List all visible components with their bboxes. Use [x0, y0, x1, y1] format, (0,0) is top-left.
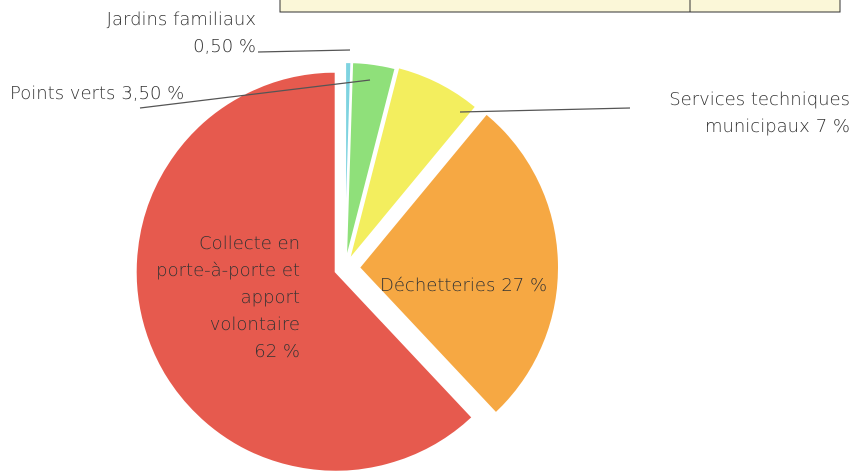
category-label: Déchetteries — [380, 275, 496, 296]
table-fragment — [279, 0, 841, 13]
value-label: 7 % — [815, 116, 850, 137]
wedge — [344, 61, 397, 263]
value-label: 0,50 % — [193, 36, 256, 57]
leader-line — [257, 49, 351, 53]
label: Déchetteries 27 % — [380, 272, 547, 299]
value-label: 3,50 % — [121, 83, 185, 104]
value-label: 27 % — [501, 275, 548, 296]
label: Points verts 3,50 % — [10, 80, 184, 107]
category-label: Jardins familiaux — [106, 9, 256, 30]
leader-line — [139, 79, 371, 109]
label: Jardins familiaux 0,50 % — [107, 6, 256, 60]
label: Services techniques municipaux 7 % — [620, 86, 850, 140]
category-label: Services techniques municipaux — [669, 89, 850, 137]
category-label: Collecte en porte-à-porte et apport volo… — [156, 233, 300, 335]
leader-line — [459, 107, 631, 113]
value-label: 62 % — [254, 341, 300, 362]
wedge — [134, 70, 475, 473]
wedge — [347, 65, 478, 262]
category-label: Points verts — [10, 83, 116, 104]
label: Collecte en porte-à-porte et apport volo… — [150, 230, 300, 365]
wedge — [357, 112, 560, 415]
